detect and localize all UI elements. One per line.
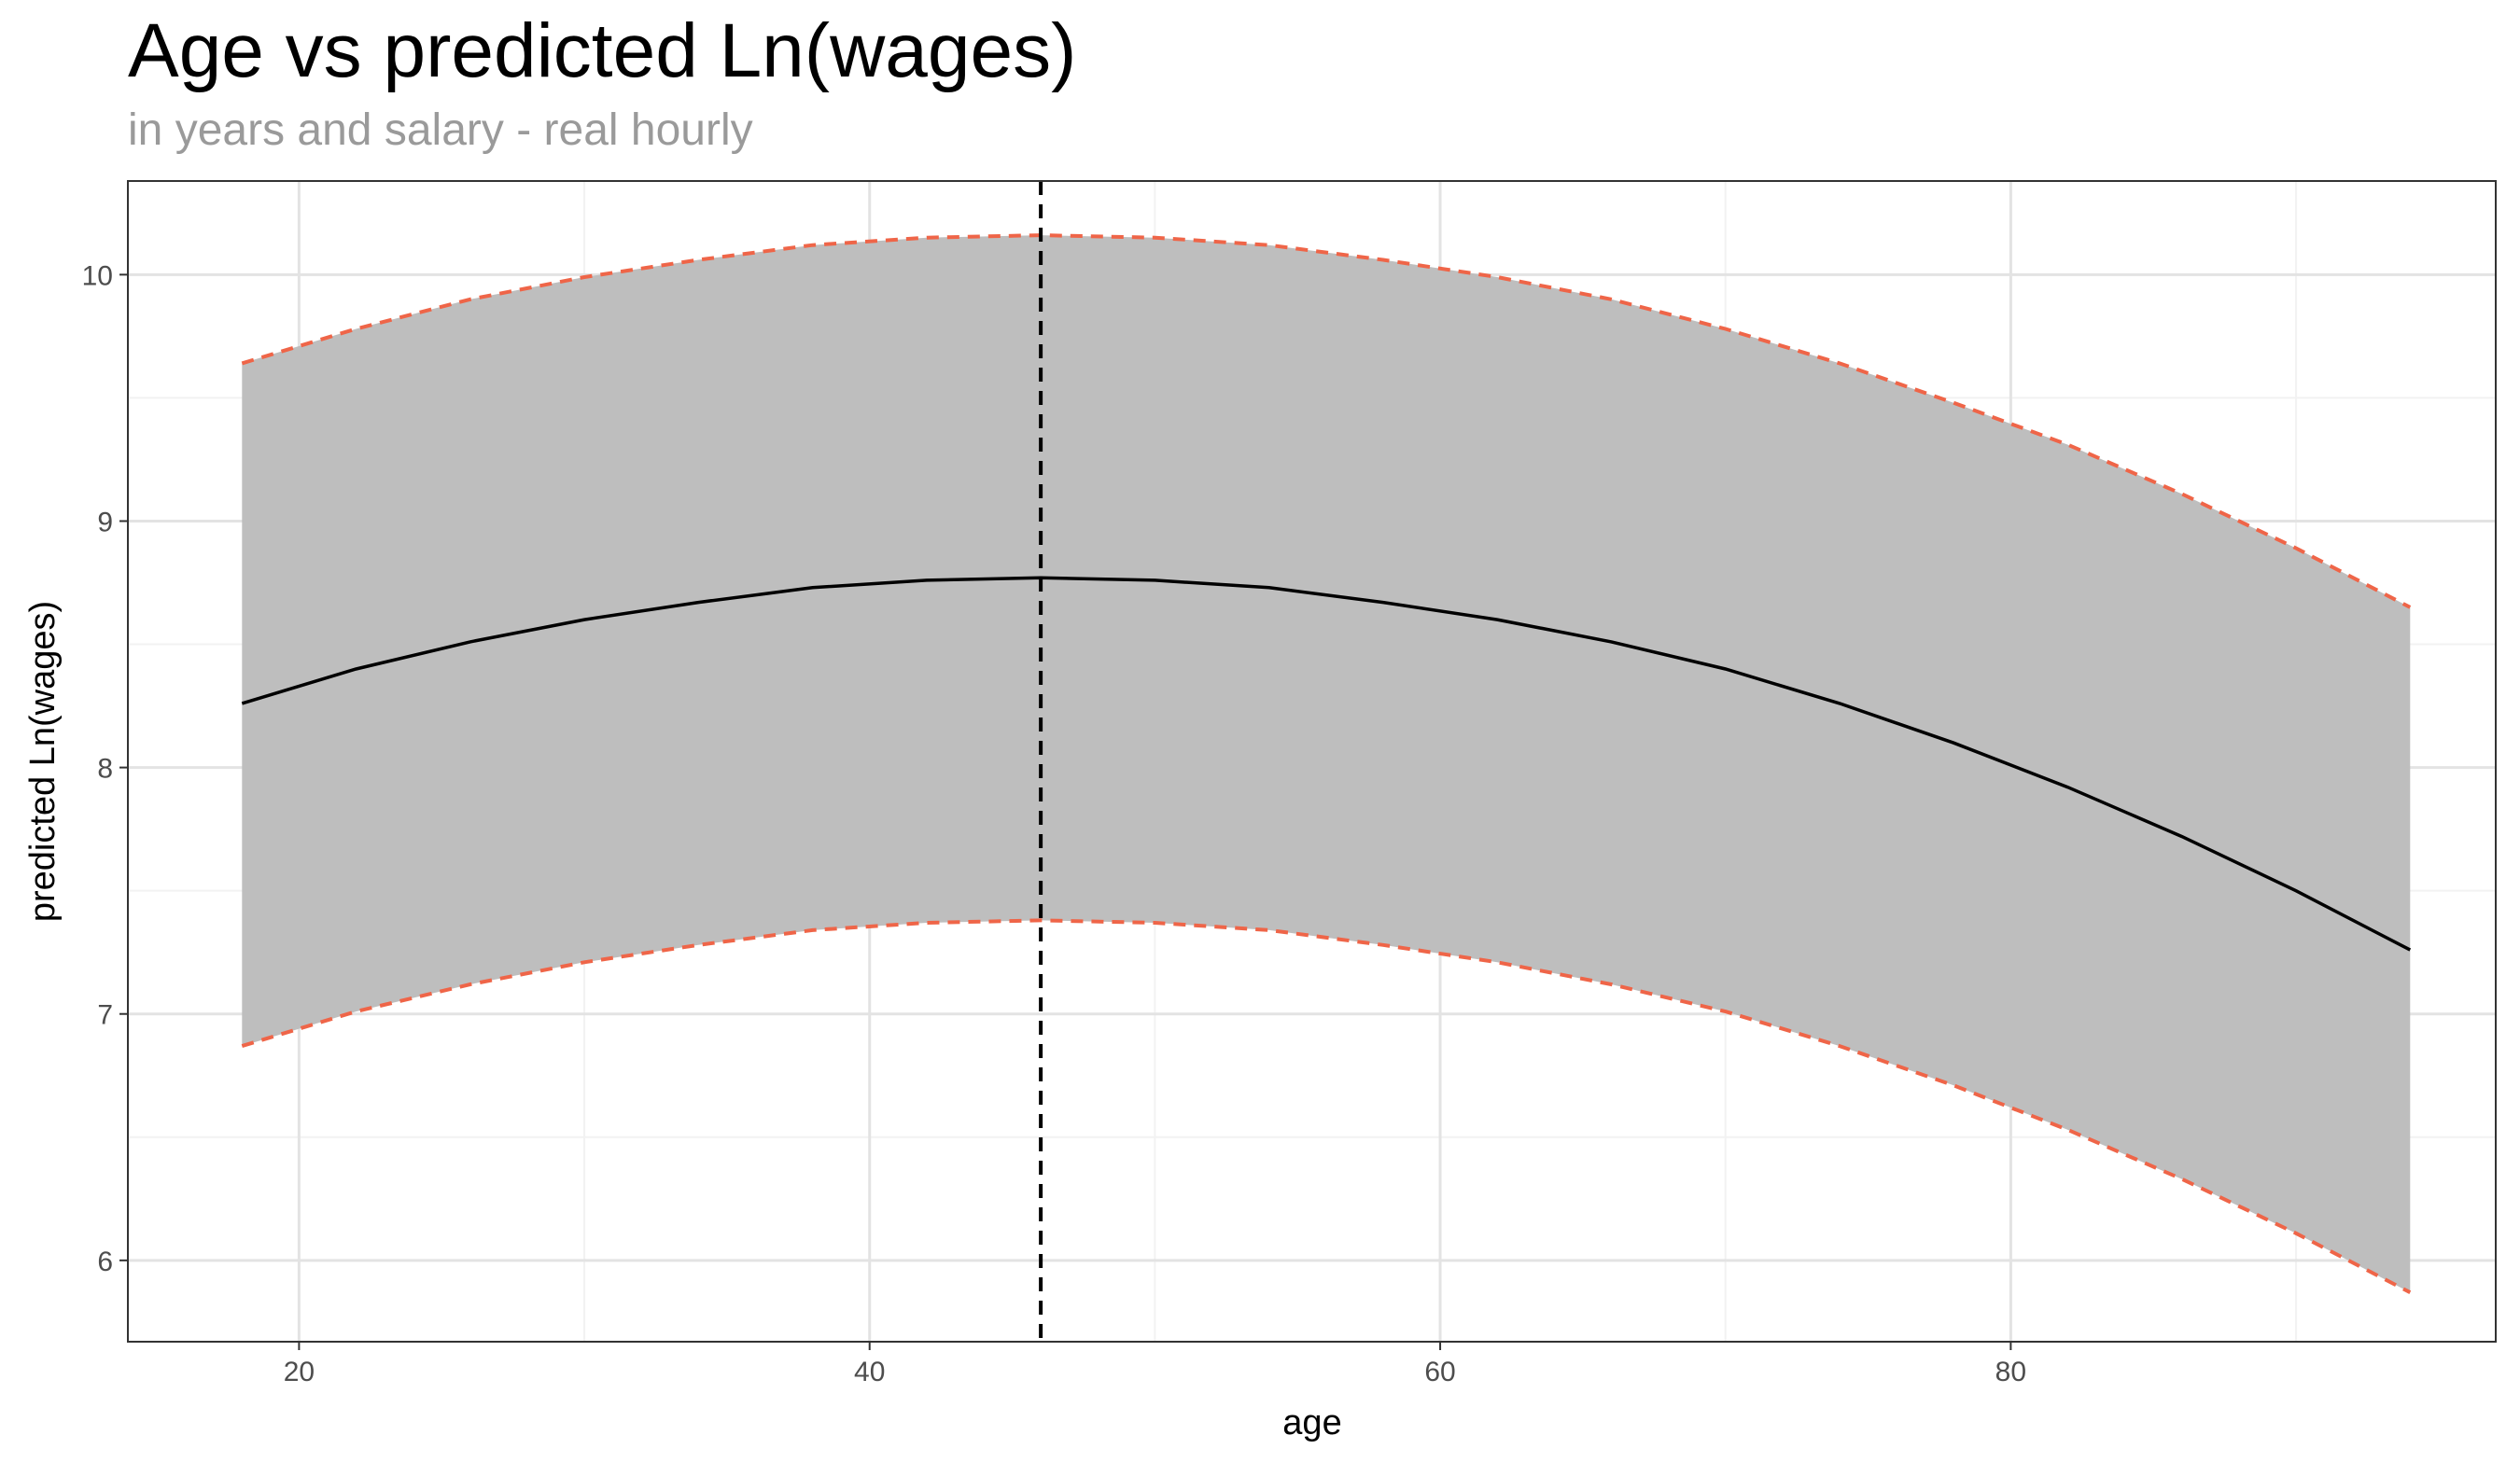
y-axis-title: predicted Ln(wages) <box>23 601 63 922</box>
x-axis: 20 40 60 80 <box>284 1342 2026 1387</box>
y-tick-label: 7 <box>97 1000 113 1031</box>
plot-border <box>127 180 2497 1343</box>
y-axis: 6 7 8 9 10 <box>82 260 128 1277</box>
fitted-line <box>241 576 2412 952</box>
y-tick-label: 8 <box>97 754 113 785</box>
chart-subtitle: in years and salary - real hourly <box>128 105 753 155</box>
y-tick-label: 6 <box>97 1247 113 1277</box>
y-tick-label: 10 <box>82 260 113 291</box>
y-tick-label: 9 <box>97 507 113 537</box>
confidence-ribbon <box>242 235 2411 1293</box>
upper-bound-line <box>241 233 2412 609</box>
lower-bound-line <box>241 918 2412 1294</box>
x-axis-title: age <box>1282 1403 1341 1442</box>
x-tick-label: 60 <box>1424 1357 1455 1387</box>
x-tick-label: 40 <box>854 1357 885 1387</box>
chart-title: Age vs predicted Ln(wages) <box>128 8 1077 93</box>
x-tick-label: 20 <box>284 1357 315 1387</box>
x-tick-label: 80 <box>1995 1357 2026 1387</box>
